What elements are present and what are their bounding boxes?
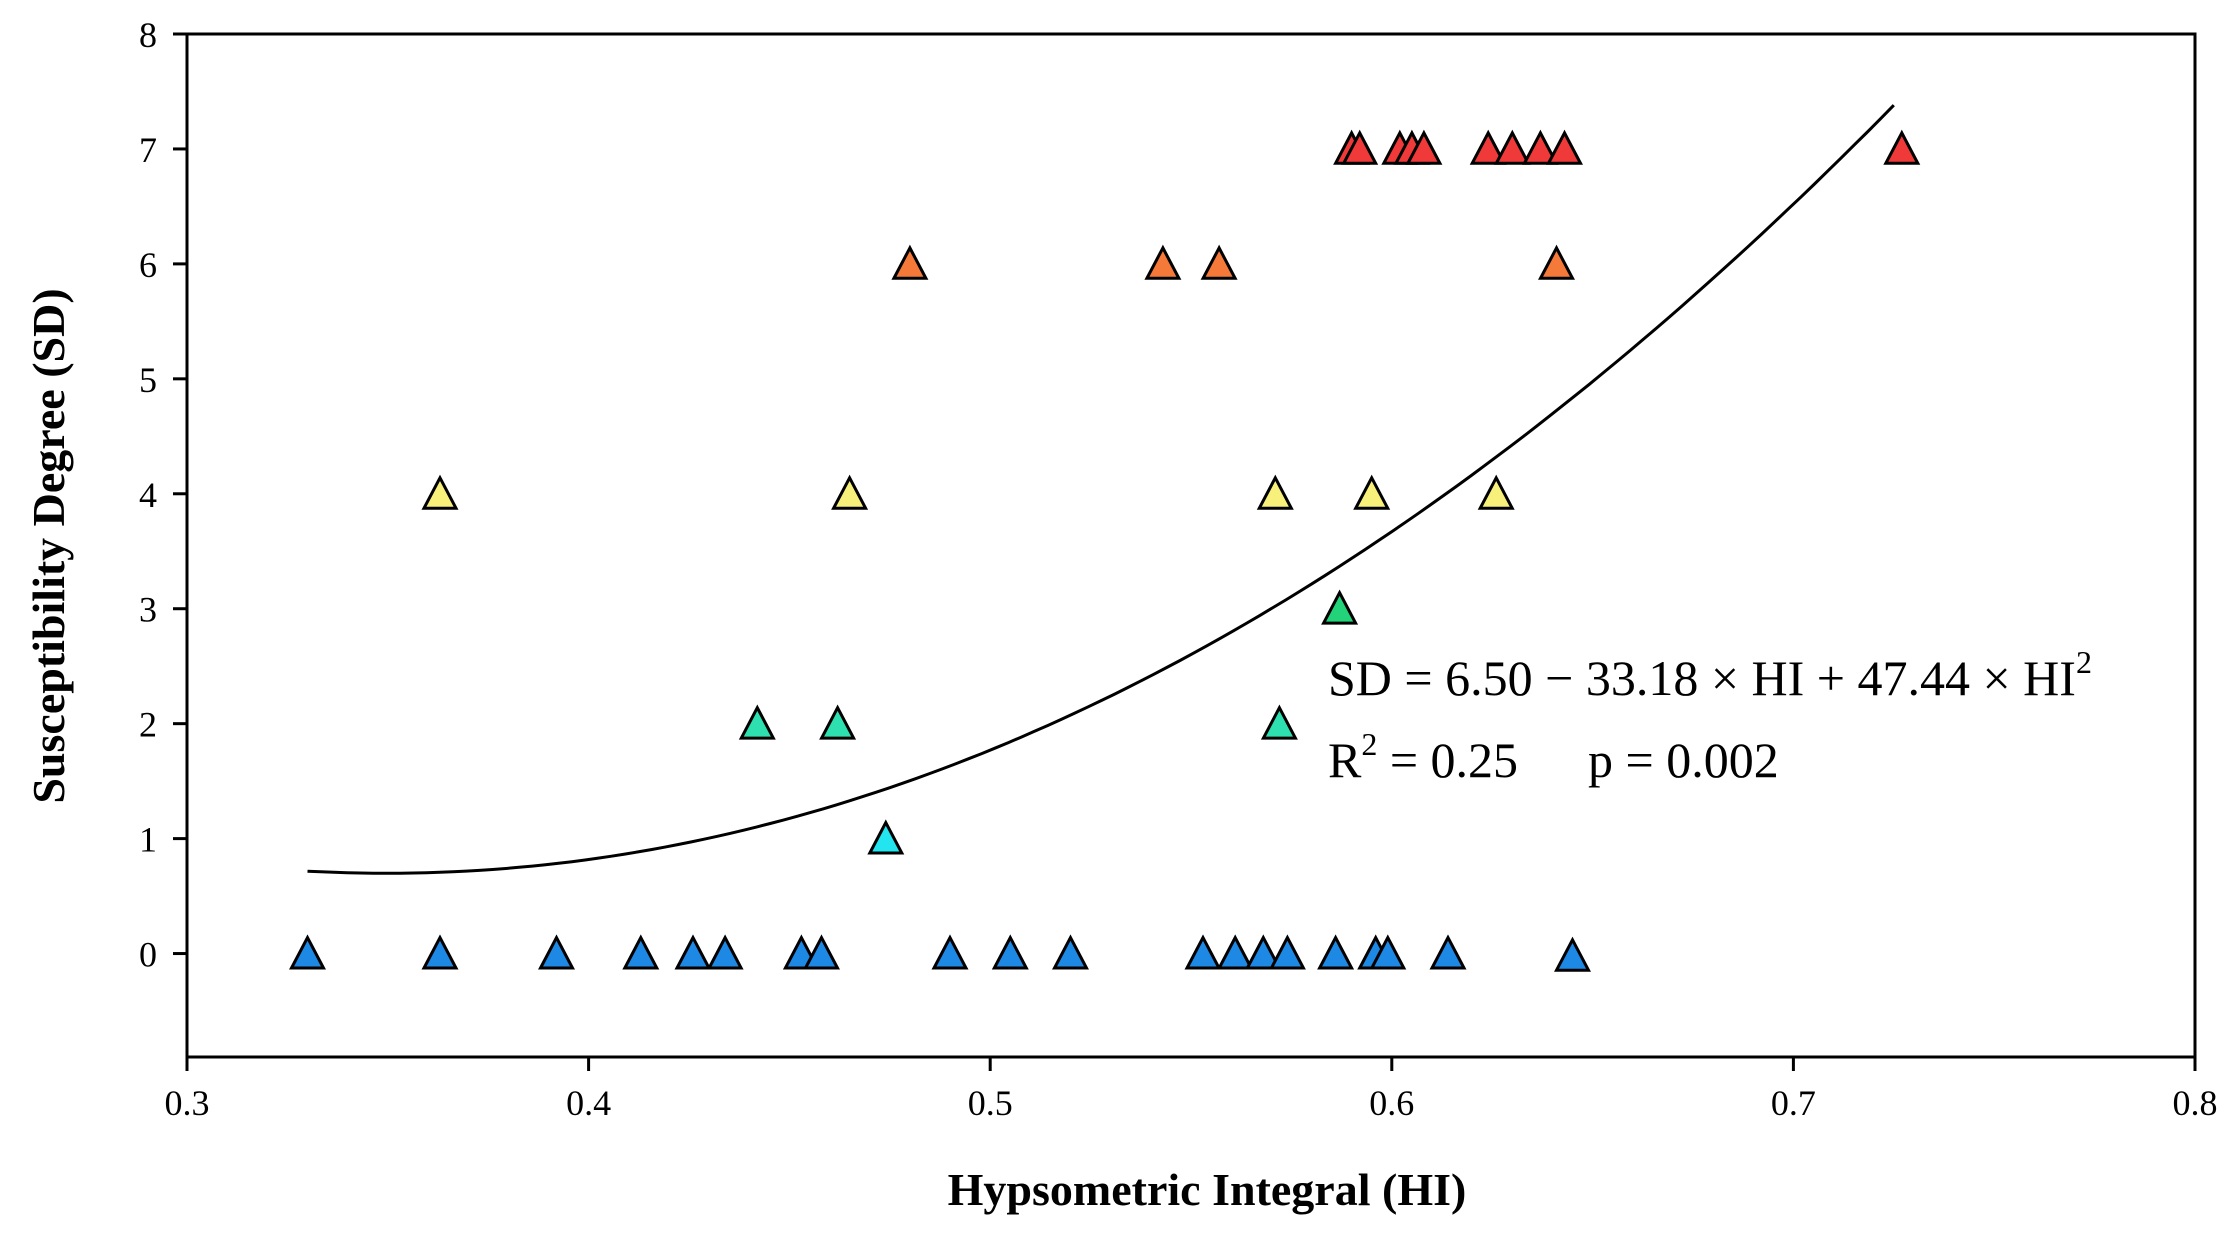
- data-point-triangle: [674, 934, 712, 970]
- y-tick-label: 4: [139, 475, 157, 515]
- data-point-triangle: [622, 934, 660, 970]
- y-tick-label: 5: [139, 360, 157, 400]
- p-value: p = 0.002: [1588, 732, 1779, 788]
- data-point-triangle: [421, 474, 459, 510]
- y-tick-label: 2: [139, 705, 157, 745]
- data-point-triangle: [289, 934, 326, 970]
- y-tick-label: 7: [139, 130, 157, 170]
- data-point-triangle: [819, 704, 857, 740]
- data-point-triangle: [1546, 129, 1583, 165]
- data-point-triangle: [1200, 244, 1238, 280]
- data-point-triangle: [1052, 934, 1089, 970]
- x-axis-title: Hypsometric Integral (HI): [948, 1164, 1467, 1215]
- fit-equation-text: SD = 6.50 − 33.18 × HI + 47.44 × HI: [1328, 650, 2076, 706]
- data-point-triangle: [831, 474, 869, 510]
- data-point-triangle: [991, 934, 1029, 970]
- data-point-triangle: [1369, 934, 1407, 970]
- y-tick-label: 8: [139, 15, 157, 55]
- data-point-triangle: [706, 934, 744, 970]
- x-tick-label: 0.3: [165, 1083, 210, 1123]
- y-axis-ticks: 0 1 2 3 4 5 6 7 8: [139, 15, 187, 975]
- data-point-triangle: [1321, 589, 1359, 625]
- y-tick-label: 0: [139, 935, 157, 975]
- fit-curve: [307, 104, 1895, 875]
- data-point-triangle: [803, 934, 840, 970]
- x-tick-label: 0.6: [1369, 1083, 1414, 1123]
- x-tick-label: 0.7: [1771, 1083, 1816, 1123]
- data-point-triangle: [1216, 934, 1254, 970]
- data-point-triangle: [421, 934, 459, 970]
- r-squared-superscript: 2: [1361, 726, 1377, 762]
- plot-frame: [185, 32, 2197, 1059]
- fit-curve-group: [307, 104, 1895, 875]
- data-point-triangle: [1429, 934, 1467, 970]
- y-axis-title: Susceptibility Degree (SD): [23, 288, 74, 803]
- data-point-triangle: [1144, 244, 1182, 280]
- x-tick-label: 0.5: [968, 1083, 1013, 1123]
- data-point-triangle: [1353, 474, 1391, 510]
- fit-equation: SD = 6.50 − 33.18 × HI + 47.44 × HI2: [1328, 644, 2092, 706]
- data-point-triangle: [1244, 934, 1282, 970]
- data-points-group: [289, 129, 1921, 972]
- data-point-triangle: [1268, 934, 1306, 970]
- data-point-triangle: [1521, 129, 1559, 165]
- y-tick-label: 3: [139, 590, 157, 630]
- data-point-triangle: [1883, 129, 1921, 165]
- data-point-triangle: [867, 819, 905, 855]
- data-point-triangle: [1554, 936, 1591, 972]
- data-point-triangle: [1538, 244, 1575, 280]
- x-tick-label: 0.8: [2173, 1083, 2218, 1123]
- data-point-triangle: [1184, 934, 1222, 970]
- data-point-triangle: [931, 934, 969, 970]
- data-point-triangle: [1477, 474, 1515, 510]
- x-axis-ticks: 0.3 0.4 0.5 0.6 0.7 0.8: [165, 1057, 2218, 1123]
- data-point-triangle: [738, 704, 776, 740]
- data-point-triangle: [1260, 704, 1298, 740]
- data-point-triangle: [1341, 129, 1379, 165]
- fit-equation-superscript: 2: [2076, 644, 2092, 680]
- r-squared-value: = 0.25: [1377, 732, 1518, 788]
- r-squared-label: R: [1328, 732, 1362, 788]
- data-point-triangle: [1256, 474, 1294, 510]
- data-point-triangle: [538, 934, 575, 970]
- x-tick-label: 0.4: [566, 1083, 611, 1123]
- fit-statistics: R2 = 0.25: [1328, 726, 1518, 788]
- data-point-triangle: [1469, 129, 1507, 165]
- data-point-triangle: [1493, 129, 1531, 165]
- data-point-triangle: [1317, 934, 1355, 970]
- data-point-triangle: [891, 244, 929, 280]
- y-tick-label: 1: [139, 820, 157, 860]
- y-tick-label: 6: [139, 245, 157, 285]
- data-point-triangle: [1405, 129, 1443, 165]
